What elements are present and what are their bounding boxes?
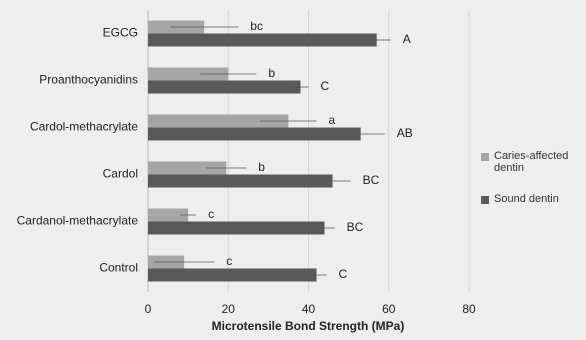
y-tick-label: Cardanol-methacrylate [17,214,139,228]
bar [148,67,229,81]
x-tick-label: 0 [145,302,152,316]
significance-label: BC [363,173,380,187]
significance-label: A [403,32,411,46]
significance-label: c [226,254,232,268]
legend-swatch [481,153,489,161]
significance-label: c [208,207,214,221]
bar [148,80,301,94]
bar [148,33,377,47]
bar [148,268,317,282]
x-tick-label: 40 [302,302,316,316]
significance-label: C [339,267,348,281]
y-tick-label: Cardol-methacrylate [30,120,138,134]
x-tick-label: 20 [222,302,236,316]
y-tick-label: Cardol [103,167,138,181]
significance-label: b [258,160,265,174]
legend-swatch [481,196,489,204]
legend-label: Caries-affected dentin [494,150,569,174]
significance-label: C [321,79,330,93]
legend-item: Caries-affected dentin [481,150,581,174]
legend-label: Sound dentin [494,193,559,205]
x-tick-label: 60 [382,302,396,316]
y-tick-label: Control [99,261,138,275]
significance-label: b [268,66,275,80]
bar [148,174,333,188]
bar [148,114,289,128]
y-tick-label: EGCG [103,26,138,40]
legend-item: Sound dentin [481,193,581,205]
y-tick-label: Proanthocyanidins [39,73,138,87]
bar [148,208,189,222]
significance-label: AB [397,126,413,140]
bar [148,221,325,235]
x-axis-title: Microtensile Bond Strength (MPa) [212,319,405,333]
significance-label: bc [250,19,263,33]
x-tick-label: 80 [462,302,476,316]
bar [148,127,361,141]
significance-label: a [329,113,336,127]
significance-label: BC [347,220,364,234]
bar [148,161,227,175]
